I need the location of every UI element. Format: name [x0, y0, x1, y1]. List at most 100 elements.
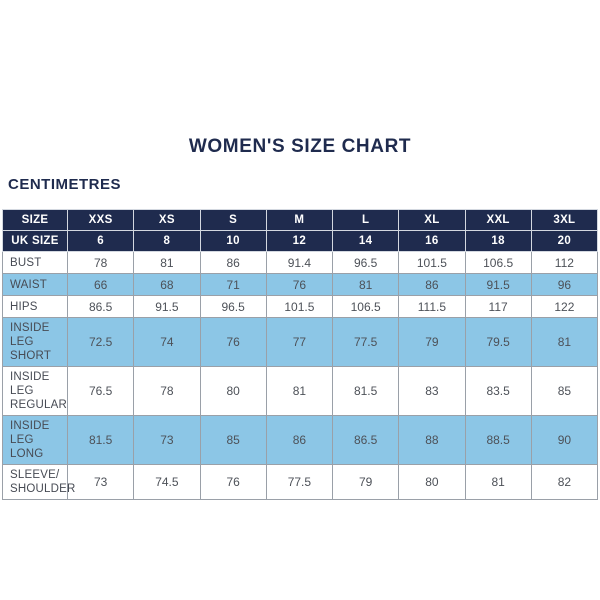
value-cell: 73	[133, 415, 201, 465]
header-cell: 14	[331, 230, 400, 252]
row-label-line: SLEEVE/	[10, 469, 60, 481]
row-label: WAIST	[2, 273, 68, 296]
value-cell: 85	[199, 415, 267, 465]
value-cell: 71	[199, 273, 267, 296]
page-title: WOMEN'S SIZE CHART	[188, 136, 412, 157]
value-cell: 79	[398, 317, 466, 367]
header-row-uk-size: UK SIZE 6 8 10 12 14 16 18 20	[2, 230, 599, 252]
row-label: BUST	[2, 251, 68, 274]
value-cell: 86.5	[66, 295, 135, 318]
row-label-line: INSIDE LEG	[10, 371, 50, 397]
table-row: INSIDE LEG SHORT 72.5 74 76 77 77.5 79 79.5 81	[2, 317, 599, 367]
size-chart-body: SIZE XXS XS S M L XL XXL 3XL UK SIZE 6 8 10 12 14 16 18 2…	[2, 209, 599, 500]
row-label-line: HIPS	[10, 300, 38, 313]
row-label-line: LONG	[10, 448, 44, 460]
value-cell: 88.5	[464, 415, 532, 465]
header-cell: 10	[199, 230, 267, 252]
header-cell: 3XL	[530, 209, 599, 231]
unit-label: CENTIMETRES	[8, 176, 122, 193]
row-label-line: INSIDE LEG	[10, 420, 50, 446]
value-cell: 91.5	[133, 295, 201, 318]
value-cell: 111.5	[398, 295, 466, 318]
value-cell: 79.5	[464, 317, 532, 367]
row-label-line: INSIDE LEG	[10, 322, 50, 348]
row-label-line: SHORT	[10, 350, 52, 362]
row-label-line: WAIST	[10, 278, 47, 291]
value-cell: 77	[265, 317, 334, 367]
table-row: WAIST 66 68 71 76 81 86 91.5 96	[2, 273, 599, 296]
value-cell: 101.5	[265, 295, 334, 318]
row-label: HIPS	[2, 295, 68, 318]
value-cell: 68	[133, 273, 201, 296]
value-cell: 106.5	[331, 295, 400, 318]
value-cell: 91.5	[464, 273, 532, 296]
value-cell: 112	[530, 251, 599, 274]
header-cell: XS	[133, 209, 201, 231]
value-cell: 78	[66, 251, 135, 274]
value-cell: 77.5	[331, 317, 400, 367]
value-cell: 76	[199, 464, 267, 500]
value-cell: 74	[133, 317, 201, 367]
value-cell: 81	[464, 464, 532, 500]
value-cell: 101.5	[398, 251, 466, 274]
value-cell: 88	[398, 415, 466, 465]
value-cell: 86	[199, 251, 267, 274]
value-cell: 106.5	[464, 251, 532, 274]
header-cell: XL	[398, 209, 466, 231]
value-cell: 82	[530, 464, 599, 500]
row-label-line: BUST	[10, 256, 42, 269]
value-cell: 90	[530, 415, 599, 465]
row-label: INSIDE LEG REGULAR	[2, 366, 68, 416]
header-cell: M	[265, 209, 334, 231]
value-cell: 117	[464, 295, 532, 318]
header-cell: S	[199, 209, 267, 231]
table-row: SLEEVE/SHOULDER 73 74.5 76 77.5 79 80 81 82	[2, 464, 599, 500]
value-cell: 86	[265, 415, 334, 465]
header-cell: 18	[464, 230, 532, 252]
value-cell: 66	[66, 273, 135, 296]
row-label-line: SHOULDER	[10, 483, 76, 495]
header-cell: XXS	[66, 209, 135, 231]
value-cell: 76	[265, 273, 334, 296]
size-chart-table: SIZE XXS XS S M L XL XXL 3XL UK SIZE 6 8 10 12 14 16 18 2…	[2, 209, 599, 500]
value-cell: 81	[265, 366, 334, 416]
row-label: INSIDE LEG LONG	[2, 415, 68, 465]
table-row: INSIDE LEG REGULAR 76.5 78 80 81 81.5 83 83.5 85	[2, 366, 599, 416]
header-cell: L	[331, 209, 400, 231]
header-cell: 16	[398, 230, 466, 252]
table-row: HIPS 86.5 91.5 96.5 101.5 106.5 111.5 117 122	[2, 295, 599, 318]
value-cell: 85	[530, 366, 599, 416]
value-cell: 86	[398, 273, 466, 296]
value-cell: 83.5	[464, 366, 532, 416]
value-cell: 81	[331, 273, 400, 296]
value-cell: 81.5	[331, 366, 400, 416]
header-cell: 20	[530, 230, 599, 252]
value-cell: 81.5	[66, 415, 135, 465]
header-cell: 12	[265, 230, 334, 252]
value-cell: 73	[66, 464, 135, 500]
value-cell: 76	[199, 317, 267, 367]
value-cell: 79	[331, 464, 400, 500]
value-cell: 78	[133, 366, 201, 416]
value-cell: 96.5	[331, 251, 400, 274]
header-cell: XXL	[464, 209, 532, 231]
value-cell: 91.4	[265, 251, 334, 274]
value-cell: 81	[133, 251, 201, 274]
row-label: INSIDE LEG SHORT	[2, 317, 68, 367]
value-cell: 80	[398, 464, 466, 500]
header-row-label: UK SIZE	[2, 230, 68, 252]
value-cell: 76.5	[66, 366, 135, 416]
table-row: INSIDE LEG LONG 81.5 73 85 86 86.5 88 88.5 90	[2, 415, 599, 465]
row-label: SLEEVE/SHOULDER	[2, 464, 76, 500]
value-cell: 96	[530, 273, 599, 296]
value-cell: 81	[530, 317, 599, 367]
header-row-size: SIZE XXS XS S M L XL XXL 3XL	[2, 209, 599, 231]
row-label-line: REGULAR	[10, 399, 67, 411]
header-row-label: SIZE	[2, 209, 68, 231]
value-cell: 72.5	[66, 317, 135, 367]
value-cell: 96.5	[199, 295, 267, 318]
value-cell: 77.5	[265, 464, 334, 500]
value-cell: 122	[530, 295, 599, 318]
value-cell: 83	[398, 366, 466, 416]
table-row: BUST 78 81 86 91.4 96.5 101.5 106.5 112	[2, 251, 599, 274]
